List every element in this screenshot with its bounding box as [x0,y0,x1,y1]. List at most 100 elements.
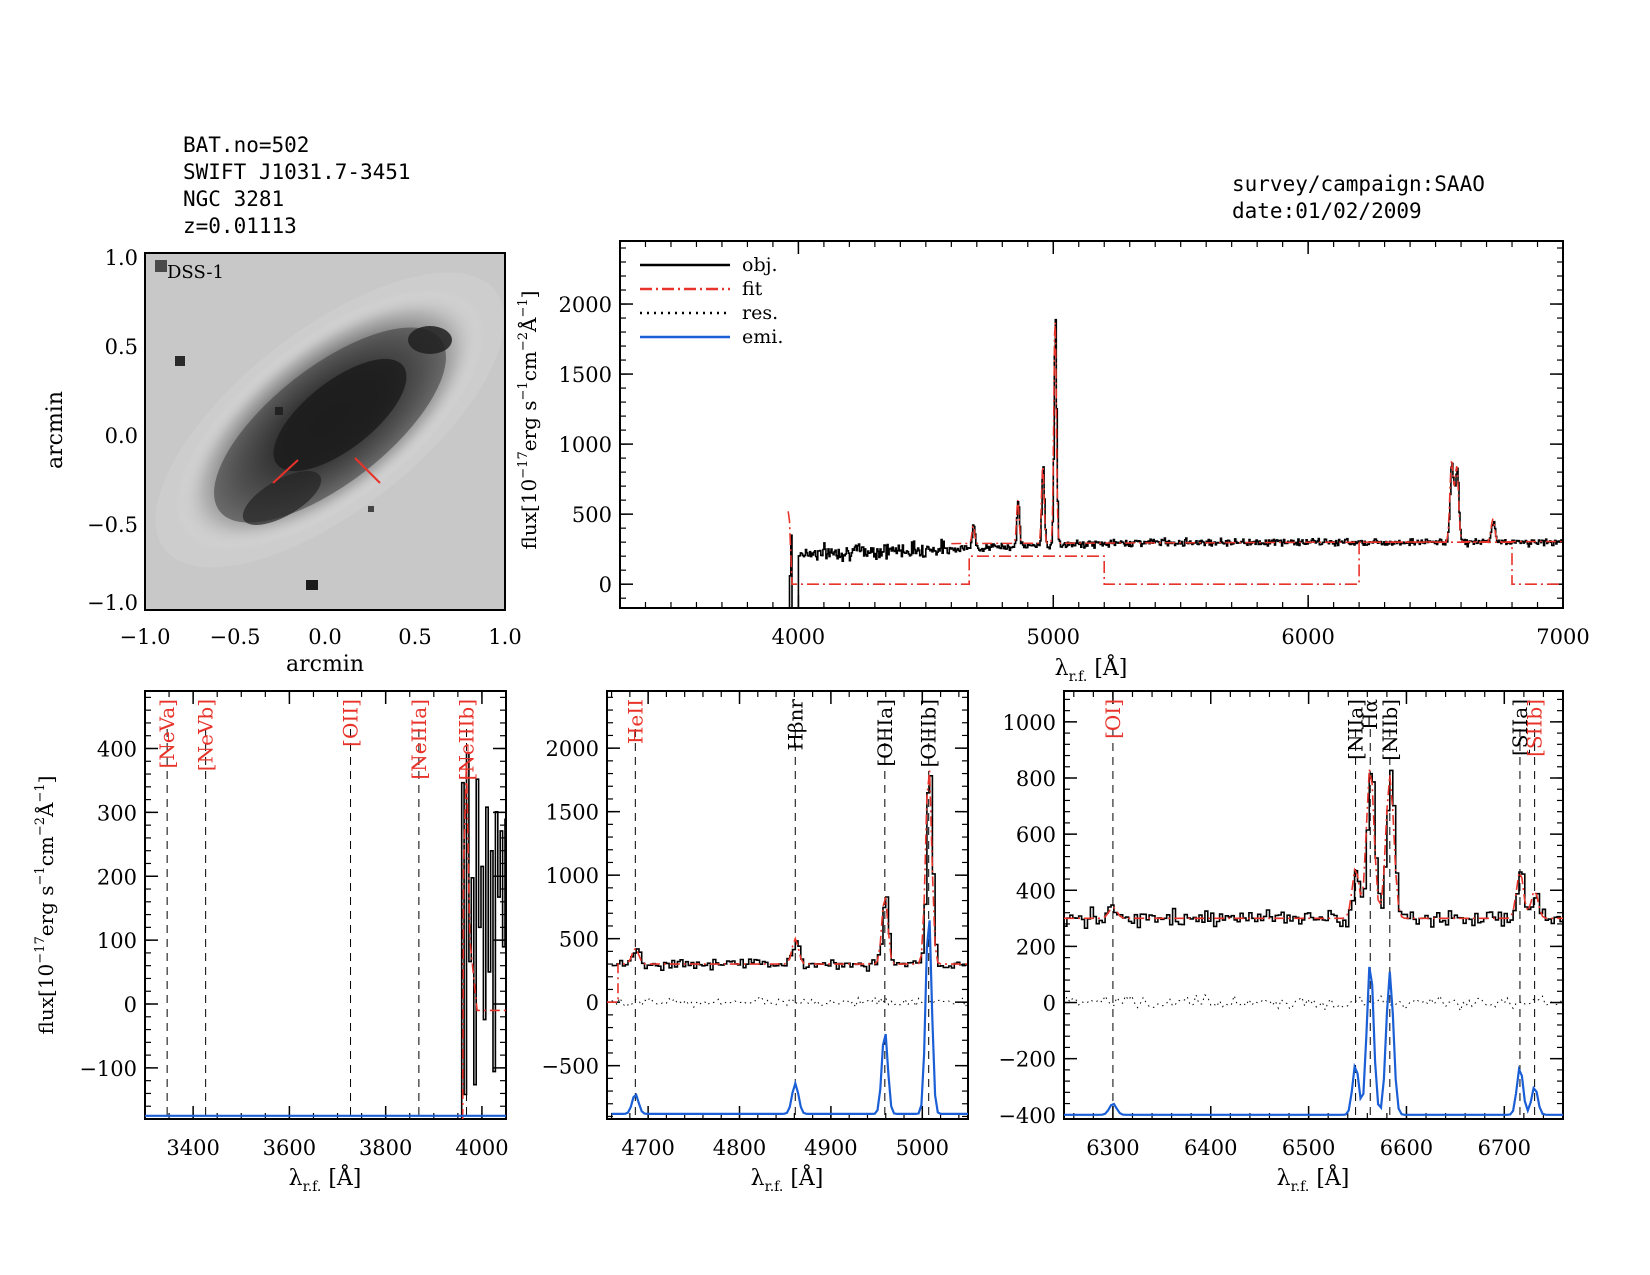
image-x-ticks: −1.0 −0.5 0.0 0.5 1.0 [120,625,522,649]
line-label: [OII] [339,699,363,747]
image-y-tick: −1.0 [87,591,138,615]
image-y-tick: 1.0 [105,246,138,270]
line-label: Hα [1358,699,1382,730]
y-tick-label: 1000 [559,433,612,457]
y-tick-label: 200 [97,865,137,889]
x-tick-label: 4700 [621,1136,674,1160]
legend-label: emi. [742,326,783,348]
x-tick-label: 4000 [455,1136,508,1160]
line-label: [SIIa] [1508,699,1532,756]
y-axis-label: flux[10−17erg s−1cm−2Å−1] [516,291,541,550]
line-label: HeII [623,699,647,744]
x-tick-label: 6700 [1478,1136,1531,1160]
bat-number: BAT.no=502 [183,133,310,157]
y-tick-label: 100 [97,929,137,953]
observation-date: date:01/02/2009 [1232,199,1422,223]
y-tick-label: −100 [79,1057,137,1081]
survey-campaign: survey/campaign:SAAO [1232,172,1485,196]
line-label: [NeVb] [194,699,218,771]
x-tick-label: 7000 [1536,625,1589,649]
emission-components [611,920,968,1116]
y-tick-label: 0 [586,991,599,1015]
fit-curve [461,761,506,1119]
fit-curve [787,511,1563,586]
y-tick-label: 2000 [546,737,599,761]
line-label: [OIIIa] [873,699,897,767]
line-label: [NeIIIa] [407,699,431,780]
galaxy-image [145,253,505,610]
x-tick-label: 6400 [1184,1136,1237,1160]
legend-label: fit [742,278,763,300]
y-tick-label: 1000 [546,864,599,888]
legend-label: obj. [742,254,778,276]
plot-area [607,729,968,1119]
line-label: [OIIIb] [917,699,941,768]
fit-curve [1064,769,1563,920]
residuals [1064,993,1563,1013]
x-tick-label: 3400 [166,1136,219,1160]
axis-ticks: 6300 6400 6500 6600 6700 −400 −200 0 200 400 600 80… [998,691,1564,1160]
y-tick-label: 500 [572,503,612,527]
image-x-tick: 1.0 [488,625,521,649]
y-tick-label: 500 [559,928,599,952]
fit-line-profile [951,322,1563,545]
dss-image-panel: DSS-1 −1.0 −0.5 0.0 0.5 1.0 1.0 0.5 0.0 … [43,246,522,677]
x-tick-label: 5000 [896,1136,949,1160]
y-tick-label: 600 [1016,823,1056,847]
survey-label: DSS-1 [167,262,224,283]
y-tick-label: 1500 [559,363,612,387]
image-frame [144,252,506,611]
full-spectrum-panel: 4000 5000 6000 7000 0 500 1000 1500 2000 obj.fit… [516,240,1590,685]
y-tick-label: 800 [1016,767,1056,791]
obj-spectrum [611,774,968,972]
x-tick-label: 4800 [713,1136,766,1160]
object-info: BAT.no=502 SWIFT J1031.7-3451 NGC 3281 z=0.… [183,132,411,240]
axis-ticks: 4000 5000 6000 7000 0 500 1000 1500 2000 [559,241,1590,649]
x-tick-label: 6500 [1282,1136,1335,1160]
y-tick-label: 1500 [546,801,599,825]
image-x-tick: 0.0 [308,625,341,649]
y-tick-label: 2000 [559,293,612,317]
y-tick-label: 400 [97,737,137,761]
y-tick-label: 0 [124,993,137,1017]
axis-ticks: 4700 4800 4900 5000 −500 0 500 1000 1500 2000 [541,691,968,1160]
plot-area [787,318,1563,608]
y-tick-label: 300 [97,801,137,825]
image-y-axis-label: arcmin [43,391,68,469]
x-axis-label: λr.f. [Å] [751,1163,824,1195]
x-tick-label: 3600 [263,1136,316,1160]
line-label: [SIIb] [1523,699,1547,757]
line-label: [NeVa] [155,699,179,768]
fit-curve [607,770,968,1004]
y-tick-label: −200 [998,1048,1056,1072]
line-label: Hβnr [783,699,807,751]
x-tick-label: 6300 [1086,1136,1139,1160]
line-labels: [OI] [NIIa]Hα[NIIb] [SIIa][SIIb] [1101,699,1547,761]
obj-spectrum [460,752,506,1119]
image-y-tick: 0.0 [105,424,138,448]
y-axis-label: flux[10−17erg s−1cm−2Å−1] [33,776,58,1035]
image-x-tick: −0.5 [210,625,261,649]
axis-ticks: 3400 3600 3800 4000 −100 0 100 200 300 400 [79,691,509,1160]
image-x-tick: 0.5 [398,625,431,649]
image-x-tick: −1.0 [120,625,171,649]
panel-frame [144,690,507,1120]
y-tick-label: 0 [599,573,612,597]
line-label: [OI] [1101,699,1125,739]
panel-frame [1063,690,1564,1120]
line-label: [NIIb] [1378,699,1402,761]
plot-area [1064,729,1563,1119]
y-tick-label: 1000 [1003,711,1056,735]
y-tick-label: 400 [1016,879,1056,903]
obj-spectrum [788,318,1563,608]
line-labels: [NeVa] [NeVb] [OII] [NeIIIa] [NeIIIb] [155,699,478,780]
line-labels: HeII Hβnr [OIIIa] [OIIIb] [623,699,940,768]
panel-frame [606,690,969,1120]
panel-frame [619,240,1564,609]
swift-id: SWIFT J1031.7-3451 [183,160,411,184]
redshift: z=0.01113 [183,214,297,238]
survey-info: survey/campaign:SAAO date:01/02/2009 [1232,171,1485,225]
y-tick-label: 200 [1016,935,1056,959]
